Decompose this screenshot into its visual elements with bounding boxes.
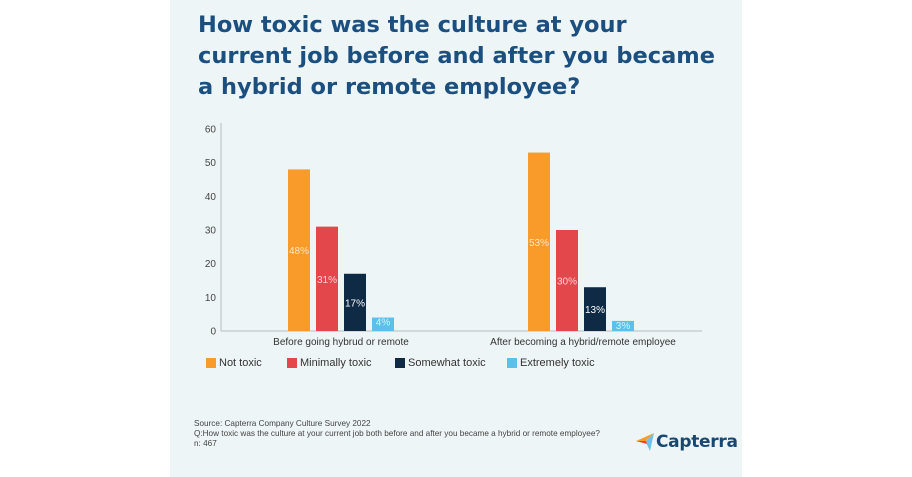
legend-swatch	[395, 358, 405, 368]
footer-notes: Source: Capterra Company Culture Survey …	[194, 419, 600, 449]
data-label: 30%	[557, 277, 577, 288]
x-category-label: Before going hybrud or remote	[273, 337, 409, 348]
capterra-logo: Capterra	[636, 432, 738, 452]
data-label: 3%	[616, 321, 631, 332]
logo-text: Capterra	[656, 432, 738, 452]
bar	[528, 152, 550, 331]
chart-title: How toxic was the culture at your curren…	[198, 12, 715, 100]
chart-panel	[170, 0, 742, 477]
bar	[556, 230, 578, 331]
data-label: 4%	[376, 318, 391, 329]
bar	[372, 317, 394, 331]
legend-swatch	[206, 358, 216, 368]
y-tick-label: 30	[205, 226, 217, 237]
data-label: 13%	[585, 305, 605, 316]
x-category-label: After becoming a hybrid/remote employee	[490, 337, 676, 348]
y-tick-label: 50	[205, 158, 217, 169]
legend-item-extremely-toxic: Extremely toxic	[507, 357, 595, 369]
bar	[344, 273, 366, 331]
bar	[612, 320, 634, 331]
capterra-arrow-icon	[636, 433, 654, 451]
legend-item-minimally-toxic: Minimally toxic	[287, 357, 395, 369]
data-label: 17%	[345, 298, 365, 309]
legend-swatch	[507, 358, 517, 368]
legend-swatch	[287, 358, 297, 368]
legend-label: Extremely toxic	[520, 357, 595, 369]
source-note: Source: Capterra Company Culture Survey …	[194, 419, 371, 428]
question-note: Q:How toxic was the culture at your curr…	[194, 429, 600, 438]
data-label: 48%	[289, 246, 309, 257]
legend-item-somewhat-toxic: Somewhat toxic	[395, 357, 507, 369]
data-label: 53%	[529, 238, 549, 249]
y-tick-label: 60	[205, 125, 217, 136]
y-tick-label: 10	[205, 293, 217, 304]
legend-label: Somewhat toxic	[408, 357, 486, 369]
legend-item-not-toxic: Not toxic	[206, 357, 287, 369]
y-tick-label: 20	[205, 259, 217, 270]
sample-size-note: n: 467	[194, 439, 217, 448]
y-tick-label: 0	[210, 327, 216, 338]
legend-label: Minimally toxic	[300, 357, 372, 369]
bar	[288, 169, 310, 331]
bar	[584, 287, 606, 331]
y-tick-label: 40	[205, 192, 217, 203]
legend-label: Not toxic	[219, 357, 262, 369]
legend: Not toxic Minimally toxic Somewhat toxic…	[206, 357, 595, 369]
data-label: 31%	[317, 275, 337, 286]
bar	[316, 226, 338, 331]
